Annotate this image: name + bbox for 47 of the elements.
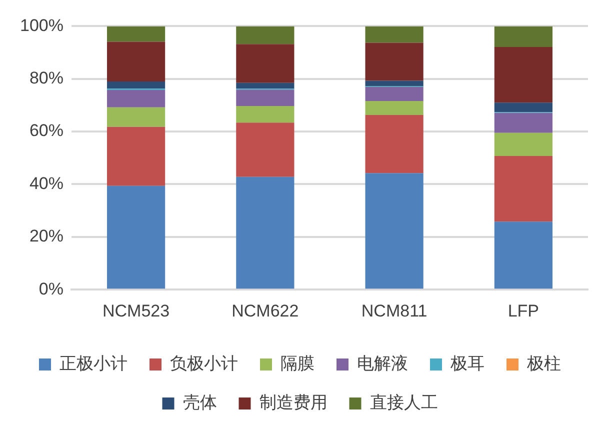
bar — [106, 186, 166, 289]
y-tick-label: 0% — [38, 279, 64, 298]
bar — [494, 47, 552, 103]
legend-label: 极耳 — [450, 354, 484, 374]
bar — [365, 87, 424, 102]
bar — [236, 176, 294, 289]
bar — [365, 42, 424, 81]
bar — [236, 90, 294, 106]
legend-label: 负极小计 — [170, 354, 238, 374]
y-tick-label: 100% — [20, 16, 64, 35]
bar — [365, 80, 424, 86]
y-tick-label: 80% — [29, 68, 64, 88]
bar — [106, 26, 166, 42]
x-tick-label: LFP — [508, 301, 540, 320]
legend-label: 极柱 — [526, 354, 561, 374]
bar — [106, 90, 166, 108]
x-tick-label: NCM811 — [361, 301, 428, 320]
y-tick-label: 60% — [29, 121, 64, 140]
bar — [494, 112, 552, 133]
legend-label: 壳体 — [182, 393, 217, 412]
x-tick-label: NCM523 — [102, 301, 170, 320]
bar — [106, 107, 166, 127]
bar — [106, 42, 166, 82]
legend-label: 正极小计 — [60, 354, 128, 374]
y-tick-label: 20% — [29, 226, 64, 246]
bar — [236, 26, 294, 44]
bar — [236, 106, 294, 123]
bar — [494, 132, 552, 156]
bar — [494, 156, 552, 222]
bar — [365, 173, 424, 289]
bar — [236, 44, 294, 83]
bar — [494, 26, 552, 48]
bar — [494, 102, 552, 112]
bar — [365, 101, 424, 115]
x-tick-label: NCM622 — [232, 301, 299, 320]
bar — [236, 82, 294, 89]
legend-label: 直接人工 — [370, 393, 438, 412]
y-tick-label: 40% — [29, 174, 64, 193]
bar — [106, 126, 166, 186]
bar — [365, 26, 424, 43]
bar — [106, 82, 166, 89]
bar — [365, 114, 424, 174]
bar — [494, 222, 552, 289]
legend-label: 电解液 — [357, 354, 408, 374]
legend-label: 制造费用 — [259, 393, 328, 412]
legend-label: 隔膜 — [280, 354, 314, 374]
bar — [236, 122, 294, 177]
